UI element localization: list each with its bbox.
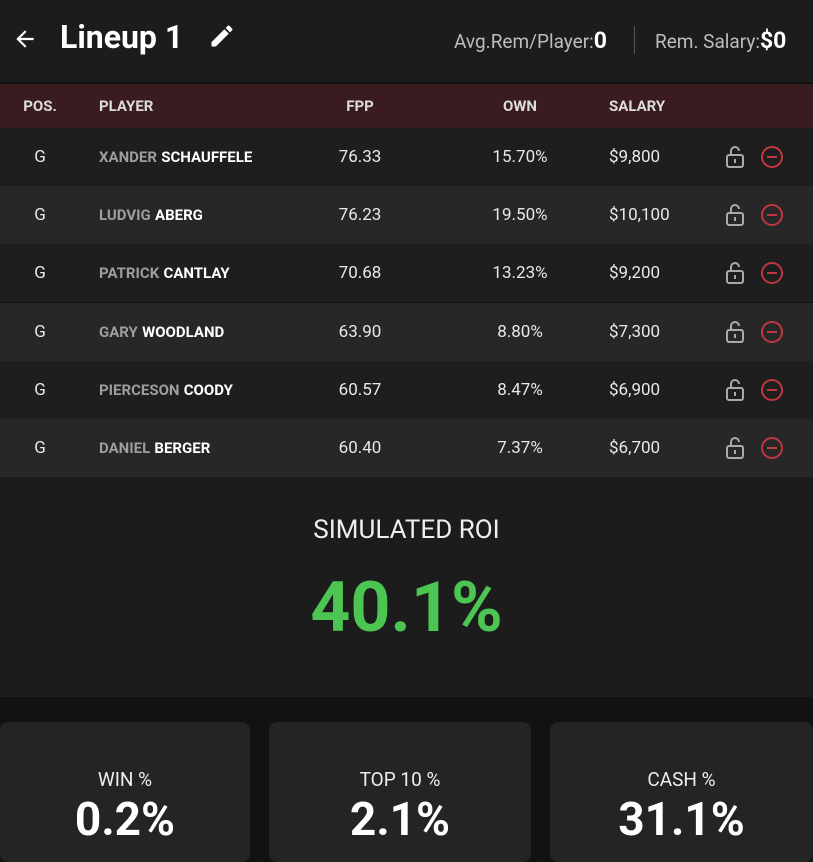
remove-button[interactable] <box>760 145 784 174</box>
stat-card: TOP 10 % 2.1% <box>269 722 531 862</box>
ownership: 13.23% <box>492 263 548 284</box>
fpp: 70.68 <box>338 263 382 284</box>
salary: $9,200 <box>609 263 661 284</box>
column-header: POS. <box>23 97 57 115</box>
salary: $7,300 <box>609 321 661 342</box>
divider <box>634 26 635 54</box>
last-name: BERGER <box>154 439 211 457</box>
player-name: DANIEL BERGER <box>99 419 210 477</box>
first-name: DANIEL <box>99 439 151 457</box>
stat-label: WIN % <box>97 768 153 791</box>
stat-value: 0.2% <box>74 793 176 847</box>
avg-label: Avg.Rem/Player: <box>454 30 594 53</box>
last-name: SCHAUFFELE <box>161 148 253 166</box>
stat-label: CASH % <box>647 768 716 791</box>
ownership: 8.80% <box>497 321 543 342</box>
remove-button[interactable] <box>760 378 784 407</box>
roi-label: SIMULATED ROI <box>313 515 500 545</box>
column-header: FPP <box>346 97 374 115</box>
remove-button[interactable] <box>760 320 784 349</box>
lineup-title: Lineup 1 <box>60 18 184 56</box>
player-row: G PATRICK CANTLAY 70.68 13.23% $9,200 <box>0 244 813 303</box>
salary: $10,100 <box>609 205 670 226</box>
last-name: CANTLAY <box>163 264 230 283</box>
lock-button[interactable] <box>724 261 746 290</box>
edit-button[interactable] <box>208 22 236 50</box>
salary-value: $0 <box>759 27 787 54</box>
ownership: 19.50% <box>492 205 548 226</box>
salary: $9,800 <box>609 147 661 167</box>
player-row: G XANDER SCHAUFFELE 76.33 15.70% $9,800 <box>0 128 813 186</box>
ownership: 8.47% <box>497 379 543 400</box>
position: G <box>34 438 46 458</box>
player-row: G GARY WOODLAND 63.90 8.80% $7,300 <box>0 302 813 361</box>
remove-button[interactable] <box>760 436 784 465</box>
player-name: PIERCESON COODY <box>99 361 233 419</box>
lock-button[interactable] <box>724 436 746 465</box>
last-name: WOODLAND <box>142 322 225 341</box>
roi-value: 40.1% <box>310 567 503 649</box>
first-name: PIERCESON <box>99 380 180 399</box>
roi-panel: SIMULATED ROI 40.1% <box>0 477 813 697</box>
lock-button[interactable] <box>724 203 746 232</box>
remove-button[interactable] <box>760 203 784 232</box>
player-name: PATRICK CANTLAY <box>99 244 230 302</box>
back-button[interactable] <box>12 26 38 52</box>
fpp: 60.40 <box>338 438 382 458</box>
first-name: XANDER <box>99 148 157 166</box>
stat-value: 2.1% <box>349 793 451 847</box>
first-name: PATRICK <box>99 264 160 283</box>
header-bar: Lineup 1 Avg.Rem/Player:0 Rem. Salary:$0 <box>0 0 813 82</box>
lock-button[interactable] <box>724 320 746 349</box>
stat-card: WIN % 0.2% <box>0 722 250 862</box>
fpp: 76.33 <box>338 147 382 167</box>
position: G <box>34 263 46 284</box>
player-row: G PIERCESON COODY 60.57 8.47% $6,900 <box>0 360 813 419</box>
position: G <box>34 205 46 226</box>
position: G <box>34 379 46 400</box>
position: G <box>34 147 46 167</box>
first-name: LUDVIG <box>99 206 151 225</box>
avg-value: 0 <box>593 27 607 54</box>
player-row: G DANIEL BERGER 60.40 7.37% $6,700 <box>0 419 813 477</box>
ownership: 7.37% <box>497 438 543 458</box>
salary: $6,900 <box>609 379 661 400</box>
salary-label: Rem. Salary: <box>655 30 760 53</box>
stat-value: 31.1% <box>618 793 745 847</box>
player-row: G LUDVIG ABERG 76.23 19.50% $10,100 <box>0 186 813 245</box>
player-name: LUDVIG ABERG <box>99 186 203 244</box>
column-header: PLAYER <box>99 97 154 115</box>
last-name: COODY <box>183 380 233 399</box>
player-name: GARY WOODLAND <box>99 303 224 361</box>
ownership: 15.70% <box>492 147 548 167</box>
stat-card: CASH % 31.1% <box>550 722 813 862</box>
lock-button[interactable] <box>724 378 746 407</box>
lock-button[interactable] <box>724 145 746 174</box>
fpp: 63.90 <box>338 321 382 342</box>
remove-button[interactable] <box>760 261 784 290</box>
avg-remaining: Avg.Rem/Player:0 <box>454 27 607 54</box>
last-name: ABERG <box>154 206 203 225</box>
position: G <box>34 321 46 342</box>
table-header: POS. PLAYER FPP OWN SALARY <box>0 84 813 128</box>
stat-label: TOP 10 % <box>359 768 441 791</box>
fpp: 76.23 <box>338 205 382 226</box>
column-header: OWN <box>502 97 538 115</box>
player-name: XANDER SCHAUFFELE <box>99 128 252 186</box>
first-name: GARY <box>99 322 138 341</box>
remaining-salary: Rem. Salary:$0 <box>655 27 786 54</box>
column-header: SALARY <box>609 97 666 115</box>
fpp: 60.57 <box>338 379 382 400</box>
salary: $6,700 <box>609 438 661 458</box>
